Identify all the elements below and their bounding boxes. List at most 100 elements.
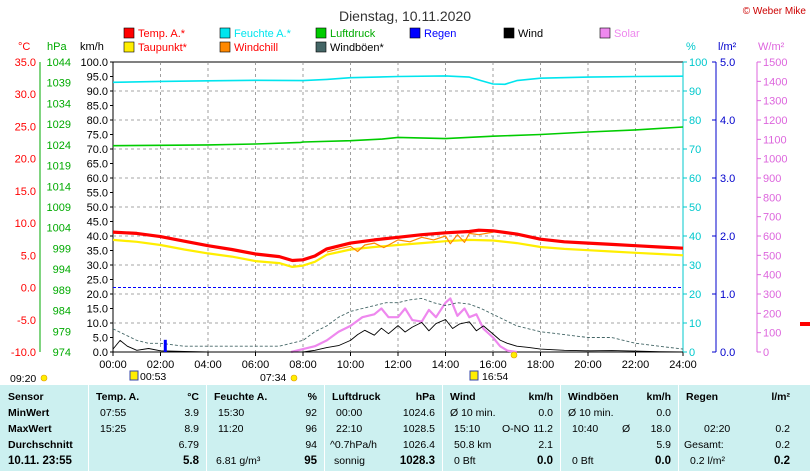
kmh-tick-label: 90.0 [87,86,108,98]
kmh-tick-label: 70.0 [87,144,108,156]
legend-label: Solar [614,28,640,40]
solar-tick-label: 600 [763,231,781,243]
stats-header-sensor: Sensor [8,391,44,403]
weather-chart: Dienstag, 10.11.2020 © Weber Mike Temp. A.… [10,6,810,385]
stats-cell: 0 Bft [572,455,594,467]
rain-tick-label: 3.0 [720,173,735,185]
moon-icon [469,370,479,381]
hpa-tick-label: 999 [53,243,71,255]
kmh-tick-label: 30.0 [87,260,108,272]
legend-swatch [409,27,421,39]
rain-tick-label: 2.0 [720,231,735,243]
solar-tick-label: 500 [763,250,781,262]
pct-tick-label: 80 [689,115,701,127]
legend-swatch [123,27,135,39]
stats-header-wind-unit: km/h [528,391,553,403]
temp-tick-label: 5.0 [21,250,36,262]
hpa-tick-label: 1029 [47,119,71,131]
kmh-tick-label: 80.0 [87,115,108,127]
kmh-tick-label: 5.0 [93,333,108,345]
hpa-tick-label: 1014 [47,181,71,193]
stats-cell: 8.9 [184,423,199,435]
temp-tick-label: -5.0 [17,315,36,327]
kmh-tick-label: 0.0 [93,347,108,359]
temp-tick-label: 25.0 [15,121,36,133]
stats-cell: 11:20 [218,423,244,435]
stats-cell: 15:25 [100,423,127,435]
stats-cell: 1028.5 [402,423,435,435]
kmh-tick-label: 95.0 [87,72,108,84]
pct-tick-label: 100 [689,57,707,69]
kmh-tick-label: 100.0 [80,57,108,69]
moon-icon [129,370,139,381]
x-tick-label: 02:00 [147,359,175,371]
kmh-tick-label: 60.0 [87,173,108,185]
pct-tick-label: 40 [689,231,701,243]
stats-cell: 10:40 [572,423,599,435]
kmh-tick-label: 65.0 [87,159,108,171]
stats-cell: 5.9 [656,439,671,451]
solar-tick-label: 300 [763,289,781,301]
kmh-tick-label: 15.0 [87,304,108,316]
x-tick-label: 24:00 [669,359,697,371]
hpa-tick-label: 1039 [47,78,71,90]
copyright-label: © Weber Mike [743,6,807,17]
stats-header-feuchte-unit: % [307,391,317,403]
temp-tick-label: 30.0 [15,89,36,101]
marker-time-label: 16:54 [482,371,508,383]
kmh-tick-label: 40.0 [87,231,108,243]
hpa-tick-label: 989 [53,285,71,297]
stats-cell: O-NO [502,423,530,435]
stats-header-regen: Regen [686,391,719,403]
x-tick-label: 06:00 [242,359,270,371]
stats-row-label: MinWert [8,407,50,419]
kmh-tick-label: 35.0 [87,246,108,258]
x-tick-label: 10:00 [337,359,365,371]
stats-cell: 1028.3 [399,455,435,467]
hpa-tick-label: 984 [53,306,71,318]
stats-cell: 0.0 [655,455,671,467]
sunrise-icon [290,374,298,382]
solar-tick-label: 1300 [763,96,787,108]
x-tick-label: 12:00 [384,359,412,371]
series-solar-line [290,297,517,354]
pct-tick-label: 70 [689,144,701,156]
x-tick-label: 08:00 [289,359,317,371]
pct-tick-label: 50 [689,202,701,214]
kmh-tick-label: 50.0 [87,202,108,214]
solar-tick-label: 100 [763,328,781,340]
stats-cell: 0.2 [775,439,790,451]
legend-label: Taupunkt* [138,42,188,54]
start-time-label: 09:20 [10,373,36,385]
stats-cell: ^0.7hPa/h [330,439,377,451]
kmh-tick-label: 20.0 [87,289,108,301]
rain-axis-unit: l/m² [718,41,737,53]
solar-tick-label: 1200 [763,115,787,127]
stats-header-wind: Wind [450,391,476,403]
stats-cell: 0.0 [656,407,671,419]
solar-tick-label: 0 [763,347,769,359]
stats-header-luftdruck: Luftdruck [332,391,381,403]
stats-cell: 0.0 [537,455,553,467]
stats-cell: 2.1 [538,439,553,451]
stats-row-label: 10.11. 23:55 [8,455,72,467]
stats-cell: 0.2 [775,423,790,435]
hpa-tick-label: 994 [53,264,71,276]
chart-title: Dienstag, 10.11.2020 [339,8,471,24]
legend-swatch [503,27,515,39]
rain-tick-label: 0.0 [720,347,735,359]
legend-label: Wind [518,28,543,40]
stats-cell: 6.79 [178,439,199,451]
stats-row-label: MaxWert [8,423,52,435]
kmh-tick-label: 45.0 [87,217,108,229]
temp-tick-label: 10.0 [15,218,36,230]
legend-label: Regen [424,28,456,40]
stats-cell: Ø [622,423,631,435]
hpa-tick-label: 1004 [47,223,71,235]
stats-cell: 5.8 [183,455,199,467]
rain-tick-label: 5.0 [720,57,735,69]
hpa-tick-label: 1044 [47,57,71,69]
stats-cell: 0.2 l/m² [690,455,726,467]
marker-time-label: 00:53 [140,371,166,383]
temp-axis-unit: °C [18,41,30,53]
